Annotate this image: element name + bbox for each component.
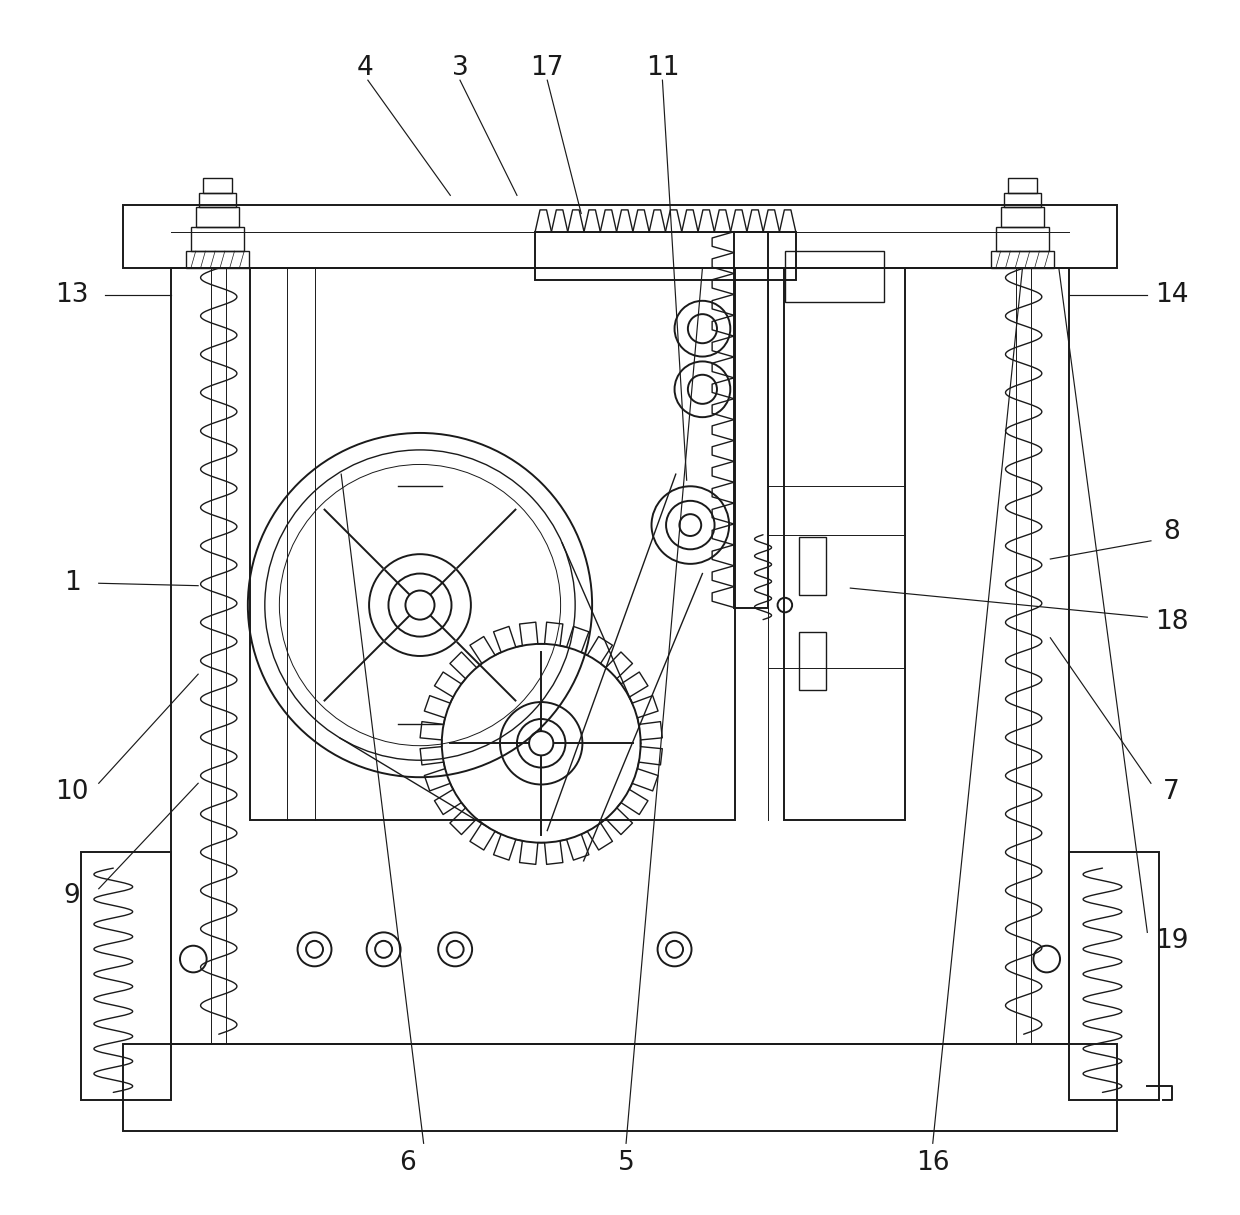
Bar [1069,853,1159,1100]
Bar [250,269,735,820]
Bar [186,252,249,269]
Text: 11: 11 [646,55,680,81]
Bar [800,537,826,595]
Text: 4: 4 [357,55,373,81]
Bar [196,208,239,227]
Text: 7: 7 [1163,779,1180,804]
Bar [191,227,244,252]
Text: 14: 14 [1154,282,1188,307]
Text: 18: 18 [1154,609,1188,635]
Bar [734,232,768,608]
Text: 9: 9 [63,883,81,909]
Text: 17: 17 [531,55,564,81]
Bar [1008,179,1037,193]
Bar [1004,193,1040,208]
Text: 5: 5 [618,1149,635,1176]
Bar [81,853,171,1100]
Bar [785,252,884,303]
Text: 19: 19 [1154,928,1188,954]
Bar [800,632,826,690]
Text: 16: 16 [916,1149,950,1176]
Bar [200,193,236,208]
Bar [784,269,905,820]
Bar [123,1044,1117,1131]
Text: 13: 13 [56,282,89,307]
Text: 6: 6 [399,1149,417,1176]
Bar [991,252,1054,269]
Text: 1: 1 [63,570,81,597]
Bar [171,269,1069,1044]
Text: 10: 10 [56,779,89,804]
Text: 3: 3 [451,55,469,81]
Bar [1001,208,1044,227]
Bar [996,227,1049,252]
Bar [536,232,796,281]
Bar [203,179,232,193]
Text: 8: 8 [1163,519,1180,546]
Bar [123,205,1117,269]
